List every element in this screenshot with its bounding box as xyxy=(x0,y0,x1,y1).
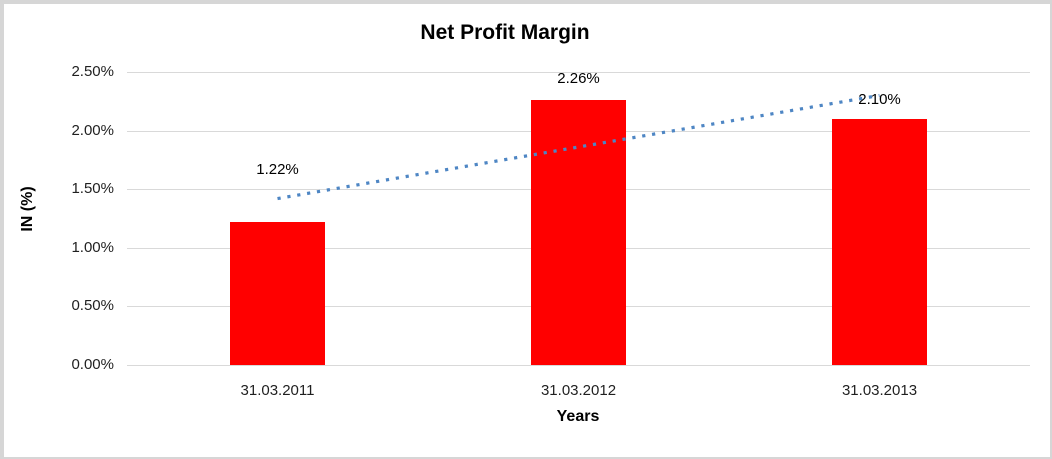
y-tick-label: 1.00% xyxy=(71,238,114,256)
y-tick-label: 2.00% xyxy=(71,121,114,139)
y-tick-label: 2.50% xyxy=(71,63,114,80)
bar-data-label: 2.10% xyxy=(858,90,901,108)
bar xyxy=(230,222,325,365)
x-axis-title: Years xyxy=(556,408,600,425)
x-category-label: 31.03.2011 xyxy=(240,382,315,399)
bar xyxy=(832,118,927,365)
gridline xyxy=(127,365,1030,366)
chart-title: Net Profit Margin xyxy=(420,21,590,44)
y-tick-label: 0.00% xyxy=(71,356,114,373)
gridline xyxy=(127,72,1030,73)
bar xyxy=(531,100,626,365)
bar-data-label: 2.26% xyxy=(557,70,600,88)
x-category-label: 31.03.2013 xyxy=(841,382,918,399)
bar-data-label: 1.22% xyxy=(256,161,299,179)
y-tick-label: 0.50% xyxy=(71,297,114,315)
x-category-label: 31.03.2012 xyxy=(540,382,617,399)
y-tick-label: 1.50% xyxy=(71,180,114,198)
